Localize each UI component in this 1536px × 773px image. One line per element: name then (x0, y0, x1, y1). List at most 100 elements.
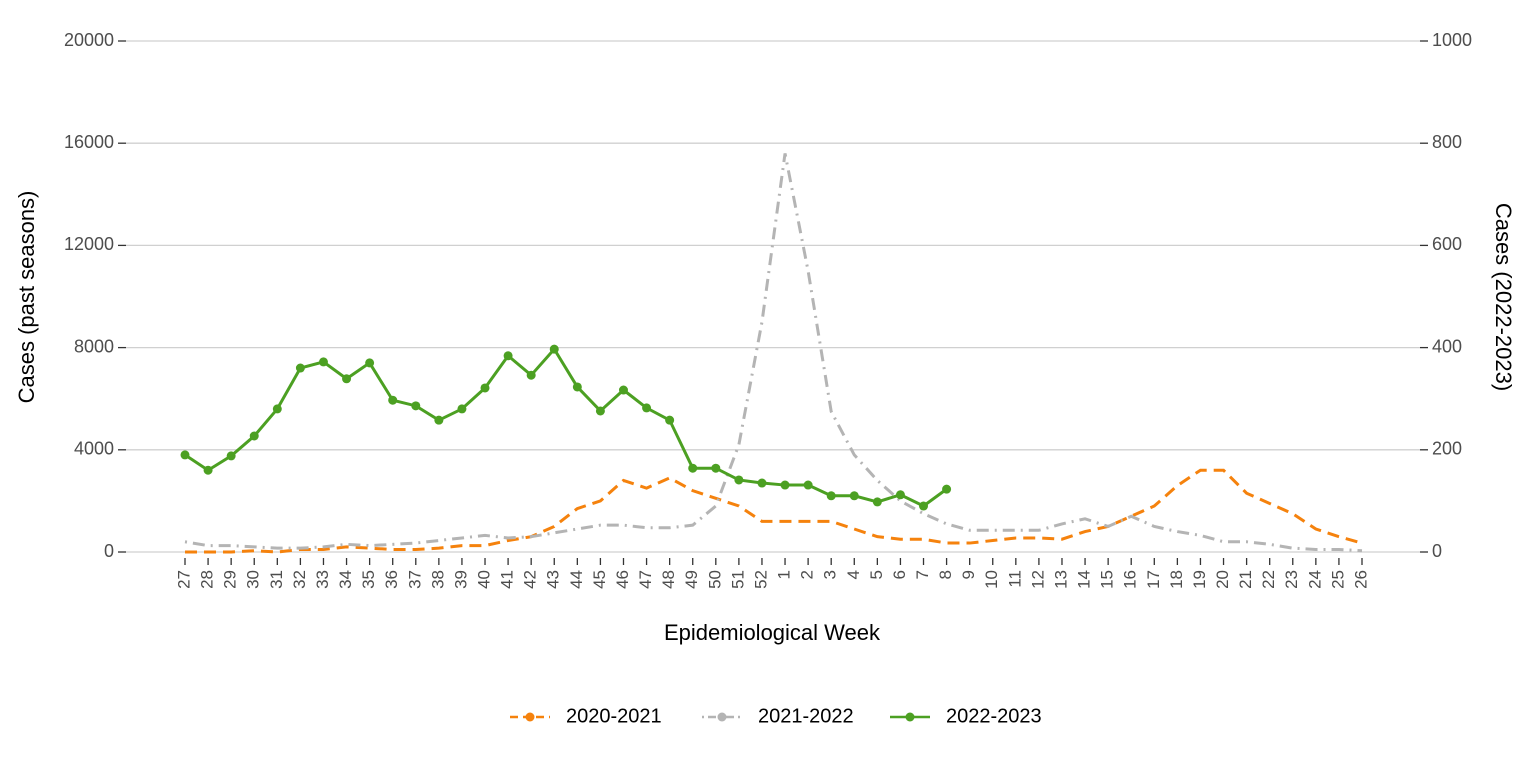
point (642, 403, 652, 413)
x-tick-label: 35 (359, 570, 378, 589)
legend-label: 2020-2021 (566, 705, 662, 727)
x-tick-label: 18 (1167, 570, 1186, 589)
point (549, 344, 559, 354)
x-tick-label: 43 (544, 570, 563, 589)
y-tick-label: 12000 (64, 234, 114, 254)
x-tick-label: 29 (221, 570, 240, 589)
x-tick-label: 16 (1121, 570, 1140, 589)
point (803, 480, 813, 490)
x-tick-label: 37 (405, 570, 424, 589)
point (618, 385, 628, 395)
x-tick-label: 39 (451, 570, 470, 589)
point (757, 478, 767, 488)
x-tick-label: 32 (290, 570, 309, 589)
point (249, 431, 259, 441)
y-tick-label: 20000 (64, 30, 114, 50)
x-tick-label: 31 (267, 570, 286, 589)
x-tick-label: 12 (1028, 570, 1047, 589)
series-line (184, 346, 948, 508)
point (365, 358, 375, 368)
legend-dot (905, 712, 915, 722)
point (849, 491, 859, 501)
x-tick-label: 33 (313, 570, 332, 589)
point (595, 406, 605, 416)
x-tick-label: 38 (428, 570, 447, 589)
y2-tick-label: 800 (1432, 132, 1462, 152)
x-tick-label: 27 (174, 570, 193, 589)
x-tick-label: 52 (751, 570, 770, 589)
x-tick-label: 25 (1328, 570, 1347, 589)
x-tick-label: 23 (1282, 570, 1301, 589)
x-tick-label: 46 (613, 570, 632, 589)
x-tick-label: 21 (1236, 570, 1255, 589)
x-tick-label: 49 (682, 570, 701, 589)
y2-axis-title: Cases (2022-2023) (1491, 203, 1516, 391)
point (711, 463, 721, 473)
x-tick-label: 13 (1051, 570, 1070, 589)
point (826, 491, 836, 501)
point (272, 404, 282, 414)
y2-tick-label: 600 (1432, 234, 1462, 254)
y-tick-label: 4000 (74, 439, 114, 459)
x-tick-label: 10 (982, 570, 1001, 589)
point (226, 451, 236, 461)
x-tick-label: 45 (590, 570, 609, 589)
x-tick-label: 1 (775, 570, 794, 579)
x-tick-label: 15 (1098, 570, 1117, 589)
x-tick-label: 9 (959, 570, 978, 579)
x-tick-label: 47 (636, 570, 655, 589)
x-tick-label: 20 (1213, 570, 1232, 589)
x-tick-label: 40 (475, 570, 494, 589)
point (411, 401, 421, 411)
x-tick-label: 17 (1144, 570, 1163, 589)
y2-tick-label: 1000 (1432, 30, 1472, 50)
x-tick-label: 30 (244, 570, 263, 589)
y-tick-label: 16000 (64, 132, 114, 152)
x-tick-label: 36 (382, 570, 401, 589)
x-tick-label: 7 (913, 570, 932, 579)
point (295, 363, 305, 373)
x-tick-label: 2 (798, 570, 817, 579)
x-axis-title: Epidemiological Week (664, 620, 881, 645)
x-tick-label: 3 (821, 570, 840, 579)
point (457, 404, 467, 414)
point (203, 465, 213, 475)
point (318, 357, 328, 367)
y2-tick-label: 0 (1432, 541, 1442, 561)
point (895, 490, 905, 500)
point (942, 484, 952, 494)
x-tick-label: 50 (705, 570, 724, 589)
x-tick-label: 44 (567, 570, 586, 589)
point (734, 475, 744, 485)
legend-dot (525, 712, 535, 722)
point (919, 501, 929, 511)
x-tick-label: 48 (659, 570, 678, 589)
x-tick-label: 42 (521, 570, 540, 589)
x-tick-label: 28 (198, 570, 217, 589)
y-axis-title: Cases (past seasons) (14, 191, 39, 404)
x-tick-label: 24 (1305, 570, 1324, 589)
x-tick-label: 22 (1259, 570, 1278, 589)
point (180, 450, 190, 460)
point (342, 374, 352, 384)
series-line (185, 468, 1363, 554)
x-tick-label: 5 (867, 570, 886, 579)
x-tick-label: 34 (336, 570, 355, 589)
legend-label: 2021-2022 (758, 705, 854, 727)
y2-tick-label: 200 (1432, 439, 1462, 459)
point (572, 382, 582, 392)
point (526, 370, 536, 380)
point (388, 395, 398, 405)
point (480, 383, 490, 393)
point (434, 415, 444, 425)
legend-label: 2022-2023 (946, 705, 1042, 727)
x-tick-label: 26 (1351, 570, 1370, 589)
y2-tick-label: 400 (1432, 336, 1462, 356)
x-tick-label: 19 (1190, 570, 1209, 589)
legend-dot (717, 712, 727, 722)
y-tick-label: 8000 (74, 336, 114, 356)
x-tick-label: 6 (890, 570, 909, 579)
x-tick-label: 4 (844, 570, 863, 579)
x-tick-label: 51 (728, 570, 747, 589)
